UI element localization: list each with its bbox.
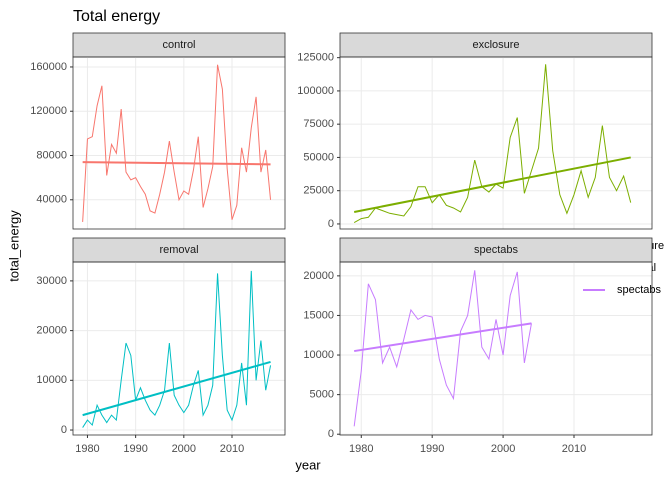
strip — [339, 237, 653, 263]
panel-border — [72, 56, 286, 230]
strip-label: spectabs — [474, 244, 519, 256]
y-tick-label: 20000 — [36, 325, 67, 337]
y-tick-label: 0 — [328, 428, 334, 440]
x-tick-label: 2010 — [562, 443, 586, 455]
panel-background — [73, 262, 285, 435]
trend-line — [353, 156, 631, 213]
strip-label: removal — [159, 244, 198, 256]
y-tick-label: 5000 — [310, 389, 334, 401]
panel-border — [72, 261, 286, 436]
y-tick-label: 10000 — [303, 349, 334, 361]
strip — [72, 237, 286, 263]
x-axis-label: year — [295, 457, 321, 472]
strip-label: control — [162, 39, 195, 51]
y-tick-label: 75000 — [303, 118, 334, 130]
strip — [339, 32, 653, 58]
y-tick-label: 50000 — [303, 151, 334, 163]
y-tick-label: 10000 — [36, 374, 67, 386]
data-line — [353, 64, 632, 224]
y-axis-label: total_energy — [6, 210, 21, 282]
y-tick-label: 160000 — [30, 61, 67, 73]
data-line — [353, 270, 532, 427]
y-tick-label: 0 — [328, 218, 334, 230]
y-tick-label: 20000 — [303, 270, 334, 282]
y-tick-label: 25000 — [303, 185, 334, 197]
strip — [72, 32, 286, 58]
y-tick-label: 0 — [61, 424, 67, 436]
y-tick-label: 120000 — [30, 105, 67, 117]
strip-label: exclosure — [472, 39, 519, 51]
x-tick-label: 1990 — [123, 443, 147, 455]
chart-title: Total energy — [73, 8, 160, 25]
legend-label: spectabs — [617, 284, 662, 296]
trend-line — [354, 322, 532, 353]
trend-line — [82, 360, 271, 417]
data-line — [82, 64, 272, 222]
x-tick-label: 1990 — [420, 443, 444, 455]
x-tick-label: 2000 — [172, 443, 196, 455]
x-tick-label: 2000 — [491, 443, 515, 455]
x-tick-label: 1980 — [75, 443, 99, 455]
x-tick-label: 2010 — [220, 443, 244, 455]
trend-line — [82, 161, 271, 166]
y-tick-label: 125000 — [297, 52, 334, 64]
y-tick-label: 40000 — [36, 194, 67, 206]
panel-border — [339, 261, 653, 436]
panel-background — [340, 262, 652, 435]
y-tick-label: 100000 — [297, 85, 334, 97]
y-tick-label: 15000 — [303, 309, 334, 321]
panel-border — [339, 56, 653, 230]
y-tick-label: 30000 — [36, 275, 67, 287]
data-line — [82, 270, 272, 428]
x-tick-label: 1980 — [349, 443, 373, 455]
y-tick-label: 80000 — [36, 149, 67, 161]
